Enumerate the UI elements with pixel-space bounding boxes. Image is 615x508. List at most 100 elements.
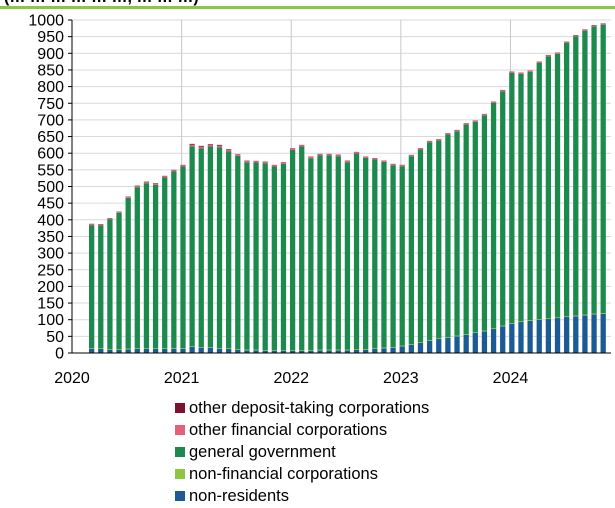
bar-non-residents [226,349,231,353]
bar-non-residents [509,324,514,353]
bar-general-government [153,185,158,349]
bar-non-financial-corporations [363,349,368,350]
y-tick-label: 800 [37,79,64,96]
bar-other-financial-corporations [564,42,569,43]
bar-other-financial-corporations [217,146,222,148]
bar-non-residents [199,348,204,353]
bar-non-financial-corporations [162,348,167,349]
bar-general-government [427,142,432,340]
bar-other-financial-corporations [445,134,450,135]
bar-non-financial-corporations [327,350,332,351]
bar-general-government [345,162,350,349]
bar-non-financial-corporations [345,350,350,351]
bar-general-government [509,73,514,323]
bar-other-financial-corporations [116,212,121,213]
bar-non-residents [153,349,158,353]
bar-general-government [135,187,140,348]
y-tick-label: 50 [46,329,64,346]
bar-non-financial-corporations [591,314,596,315]
legend-label: non-residents [189,487,289,506]
bar-general-government [601,25,606,313]
bar-general-government [281,164,286,350]
bar-general-government [336,156,341,349]
bar-non-financial-corporations [427,340,432,341]
bar-non-financial-corporations [390,347,395,348]
bar-non-financial-corporations [144,348,149,349]
x-tick-label: 2020 [54,370,90,387]
bar-other-financial-corporations [263,162,268,163]
bar-other-financial-corporations [317,154,322,155]
x-tick-label: 2023 [383,370,419,387]
bar-non-residents [400,346,405,353]
bar-non-residents [171,349,176,353]
bar-other-deposit-taking-corporations [189,144,194,145]
bar-general-government [573,36,578,315]
bar-other-deposit-taking-corporations [199,146,204,147]
bar-non-residents [473,333,478,353]
stacked-bar-chart: 0501001502002503003504004505005506006507… [0,0,615,390]
bar-other-deposit-taking-corporations [208,144,213,145]
y-tick-label: 700 [37,112,64,129]
bar-general-government [400,166,405,345]
bar-general-government [436,141,441,339]
bar-non-financial-corporations [372,348,377,349]
bar-other-financial-corporations [372,159,377,160]
bar-non-financial-corporations [290,350,295,351]
bar-non-residents [208,348,213,353]
bar-general-government [555,54,560,317]
bar-non-financial-corporations [582,315,587,316]
bar-non-financial-corporations [89,348,94,349]
bar-non-residents [126,349,131,353]
y-tick-label: 350 [37,229,64,246]
bar-other-financial-corporations [235,155,240,156]
bar-general-government [418,150,423,343]
bar-general-government [500,91,505,325]
bar-non-financial-corporations [518,321,523,322]
bar-non-financial-corporations [126,349,131,350]
bar-non-financial-corporations [500,326,505,327]
y-tick-label: 850 [37,62,64,79]
bar-general-government [464,125,469,334]
bar-general-government [409,156,414,344]
bar-non-financial-corporations [464,334,469,335]
bar-non-residents [482,331,487,353]
bar-general-government [546,56,551,318]
bar-non-residents [372,349,377,353]
bar-general-government [317,156,322,350]
bar-general-government [144,183,149,348]
bar-other-financial-corporations [418,149,423,150]
y-tick-label: 650 [37,129,64,146]
bar-general-government [372,160,377,349]
bar-non-financial-corporations [336,350,341,351]
bar-non-financial-corporations [244,350,249,351]
bar-non-financial-corporations [400,346,405,347]
bar-non-residents [601,314,606,353]
bar-other-financial-corporations [500,90,505,91]
bar-non-financial-corporations [317,350,322,351]
legend-swatch [175,447,185,457]
bar-non-financial-corporations [537,319,542,320]
bar-other-financial-corporations [153,184,158,185]
bar-non-financial-corporations [527,320,532,321]
bar-general-government [107,219,112,349]
bar-general-government [308,158,313,350]
bar-non-residents [162,349,167,353]
x-tick-label: 2024 [493,370,529,387]
bar-general-government [591,26,596,313]
bar-general-government [491,103,496,328]
bar-general-government [454,131,459,335]
legend-swatch [175,403,185,413]
bar-general-government [208,147,213,348]
bar-general-government [390,165,395,347]
bar-other-financial-corporations [336,155,341,156]
bar-other-financial-corporations [390,164,395,165]
bar-other-financial-corporations [582,30,587,31]
bar-non-residents [217,349,222,353]
bar-non-financial-corporations [272,350,277,351]
y-tick-label: 750 [37,96,64,113]
bar-non-residents [500,326,505,353]
bar-non-financial-corporations [217,348,222,349]
legend-item: other financial corporations [175,419,429,441]
legend-label: other financial corporations [189,421,387,440]
bar-other-financial-corporations [107,218,112,219]
